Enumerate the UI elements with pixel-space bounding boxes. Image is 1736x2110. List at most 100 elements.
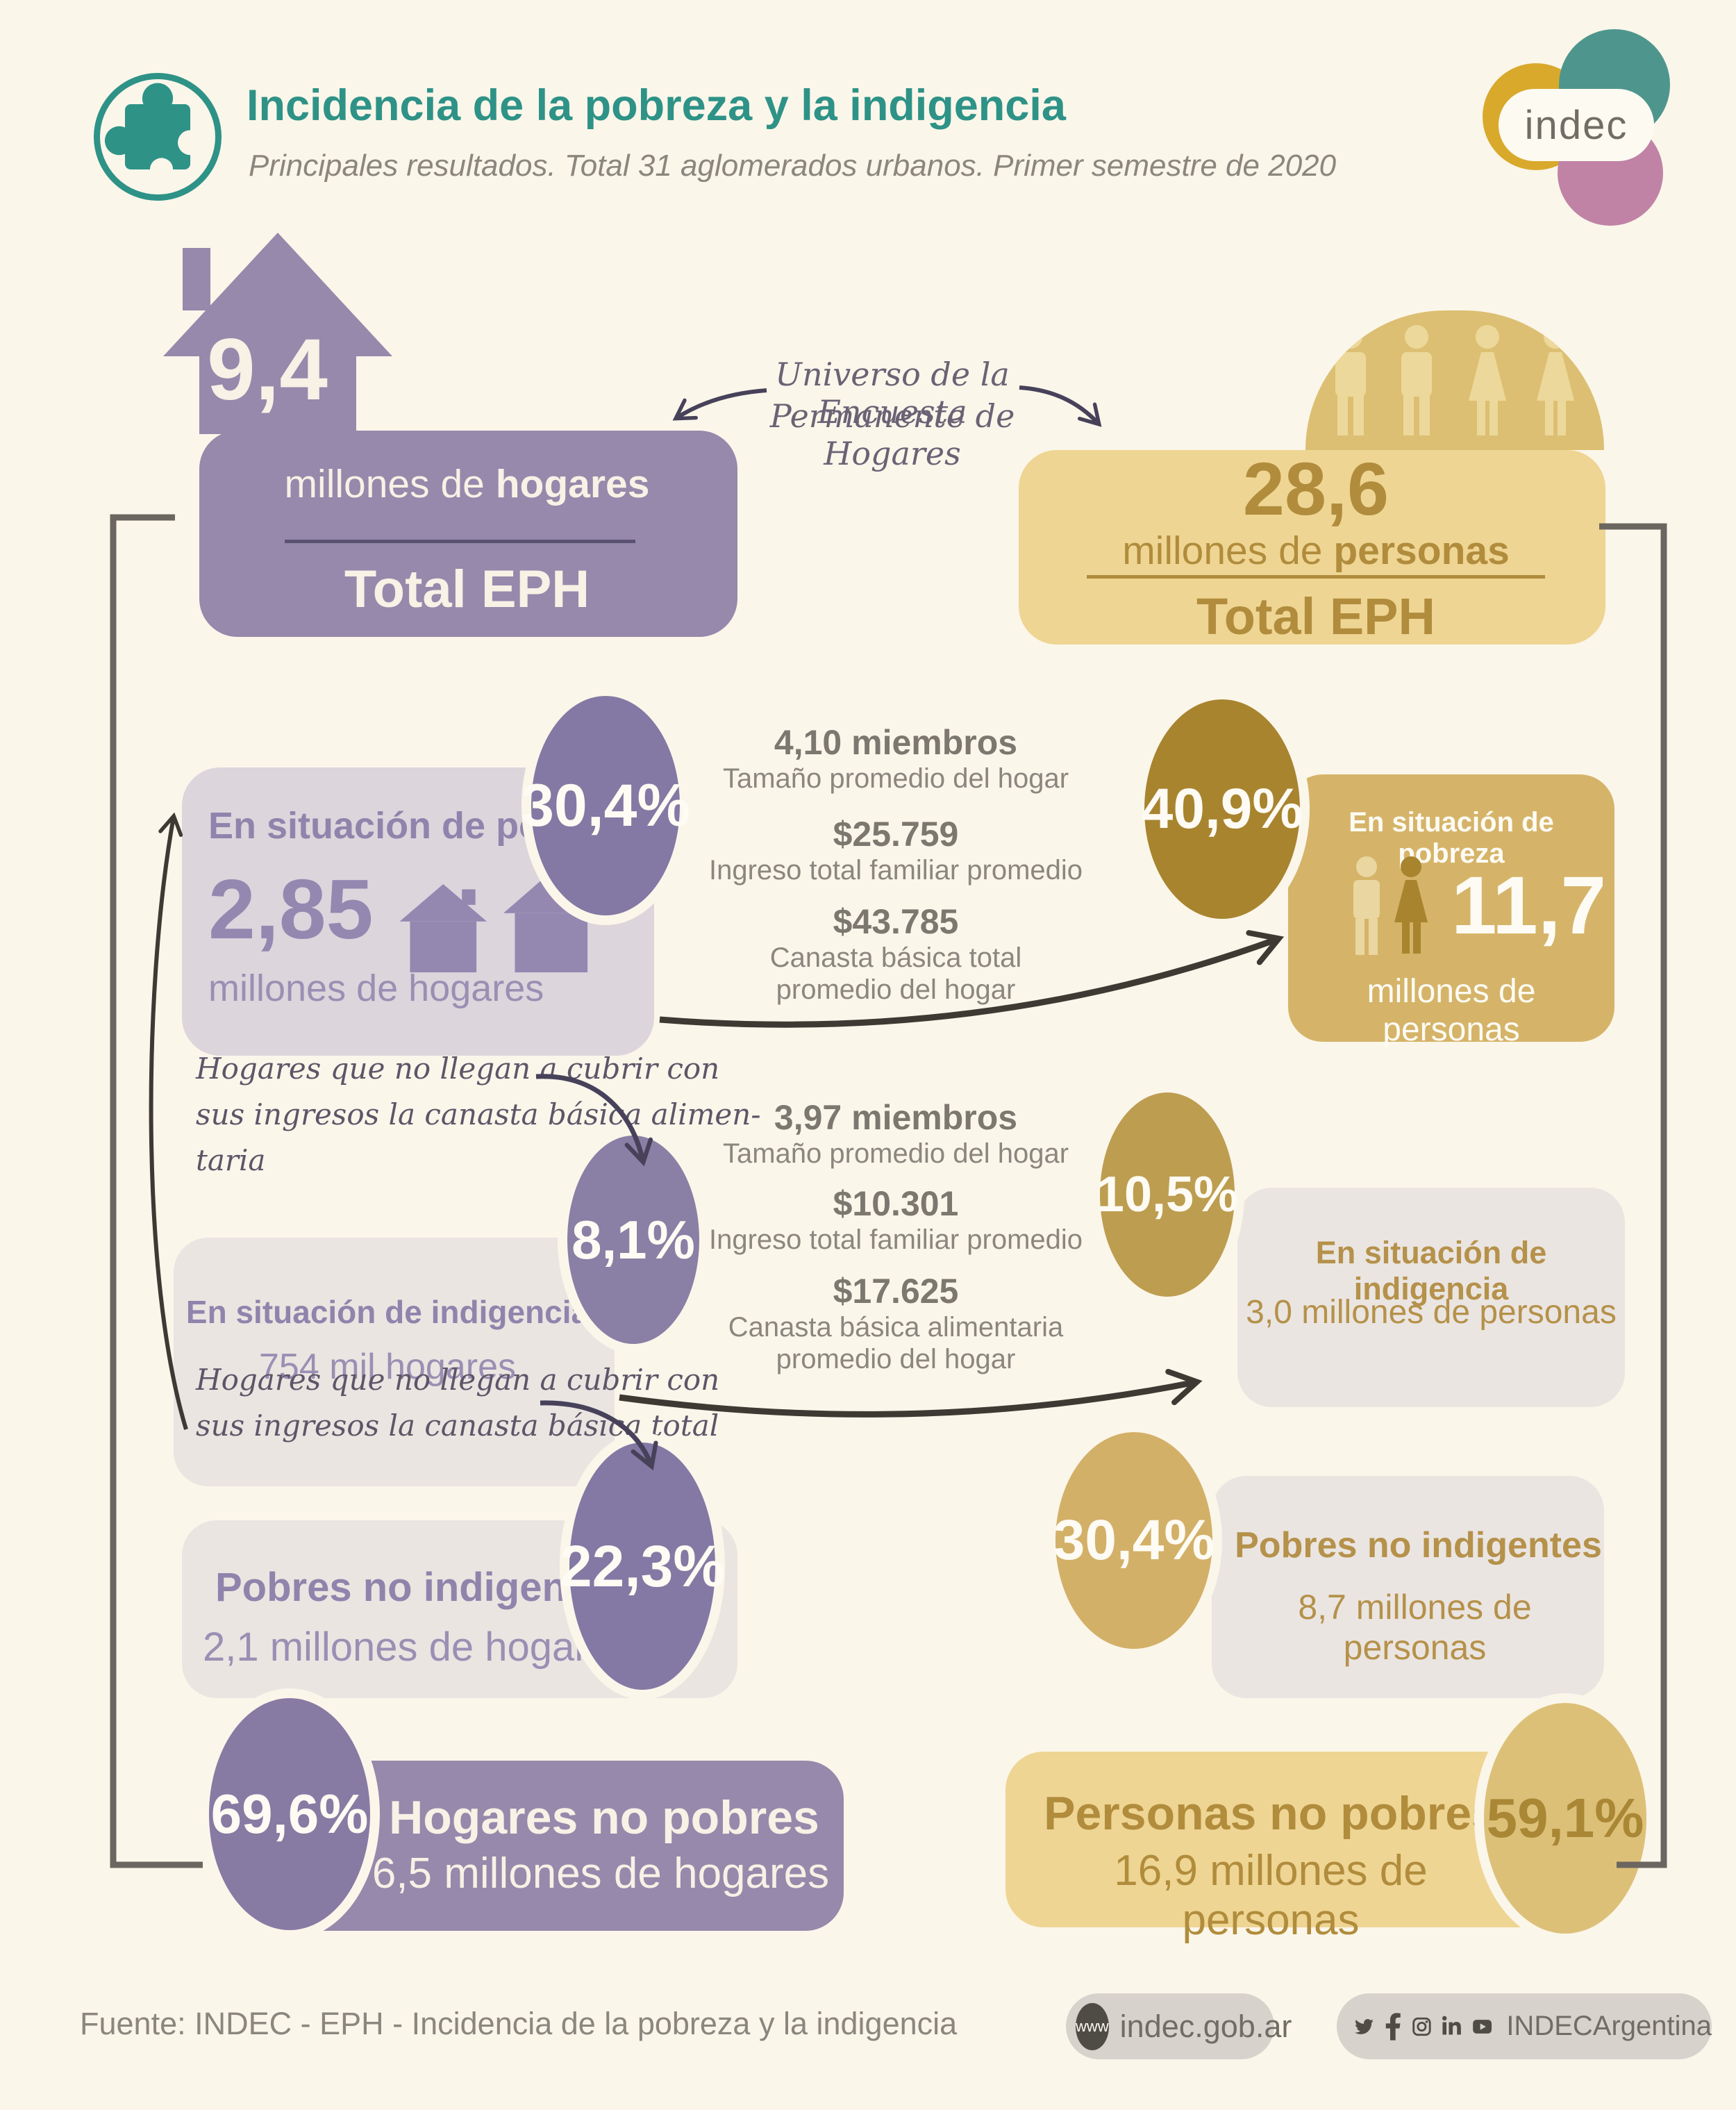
indigence-persons-title: En situación de indigencia bbox=[1315, 1235, 1547, 1306]
poor-not-indigent-persons-box bbox=[1212, 1476, 1604, 1698]
poor-not-indigent-persons-pct-badge: 30,4% bbox=[1046, 1422, 1222, 1659]
poor-not-indigent-persons-value: 8,7 millones de personas bbox=[1298, 1588, 1532, 1667]
total-persons-divider bbox=[1087, 575, 1545, 579]
logo-pill: indec bbox=[1499, 89, 1654, 161]
poor-not-indigent-households-pct-badge: 22,3% bbox=[560, 1433, 725, 1700]
unit-prefix: millones de bbox=[284, 462, 496, 506]
logo-text: indec bbox=[1524, 102, 1628, 148]
universe-note-line1: Universo de la Encuesta bbox=[775, 356, 1010, 431]
total-households-unit: millones de hogares bbox=[208, 461, 726, 507]
pct-value: 10,5% bbox=[1096, 1167, 1239, 1222]
indec-logo: indec bbox=[1458, 21, 1722, 243]
poor-not-indigent-households-title: Pobres no indigentes bbox=[215, 1565, 625, 1610]
poor-not-indigent-note-line1: Hogares que no llegan a cubrir con bbox=[196, 1363, 720, 1397]
indigence-households-title: En situación de indigencia bbox=[185, 1294, 590, 1330]
total-persons-box bbox=[1019, 450, 1605, 645]
total-persons-label: Total EPH bbox=[1196, 588, 1435, 645]
persons-dome bbox=[1305, 310, 1604, 450]
pct-value: 30,4% bbox=[521, 772, 690, 839]
puzzle-badge bbox=[94, 73, 222, 201]
stat-label: Ingreso total familiar promedio bbox=[708, 855, 1083, 886]
pct-value: 8,1% bbox=[571, 1209, 695, 1270]
poverty-persons-pct-badge: 40,9% bbox=[1135, 690, 1310, 929]
facebook-icon[interactable] bbox=[1385, 2011, 1402, 2043]
pct-value: 59,1% bbox=[1486, 1787, 1644, 1849]
stat-label: Tamaño promedio del hogar bbox=[722, 763, 1069, 794]
indigence-households-pct-badge: 8,1% bbox=[558, 1126, 709, 1354]
unit-prefix: millones de bbox=[1122, 529, 1334, 573]
houses-pair-icon bbox=[399, 872, 599, 972]
instagram-icon[interactable] bbox=[1412, 2011, 1431, 2043]
unit-bold: hogares bbox=[495, 462, 650, 506]
stat-label: promedio del hogar bbox=[776, 1344, 1016, 1374]
indigence-stat-income: $10.301 Ingreso total familiar promedio bbox=[687, 1183, 1104, 1256]
pct-value: 22,3% bbox=[559, 1534, 726, 1599]
pct-value: 30,4% bbox=[1053, 1509, 1215, 1572]
stat-label: Canasta básica total bbox=[769, 942, 1022, 973]
poverty-persons-unit: millones de personas bbox=[1367, 973, 1536, 1048]
poverty-persons-box bbox=[1288, 774, 1614, 1042]
poverty-households-value: 2,85 bbox=[208, 862, 374, 956]
indigence-persons-value: 3,0 millones de personas bbox=[1246, 1294, 1617, 1331]
www-icon: www bbox=[1076, 2002, 1109, 2050]
stat-label: Canasta básica alimentaria bbox=[728, 1312, 1064, 1343]
poverty-persons-value: 11,7 bbox=[1451, 860, 1607, 952]
website-badge[interactable]: www indec.gob.ar bbox=[1066, 1993, 1292, 2059]
total-households-label: Total EPH bbox=[344, 560, 590, 619]
twitter-icon[interactable] bbox=[1355, 2011, 1374, 2043]
linkedin-icon[interactable] bbox=[1442, 2011, 1462, 2043]
house-icon-large bbox=[163, 233, 392, 434]
stat-label: Ingreso total familiar promedio bbox=[708, 1224, 1083, 1255]
poverty-stat-size: 4,10 miembros Tamaño promedio del hogar bbox=[687, 722, 1104, 795]
indigence-persons-pct-badge: 10,5% bbox=[1090, 1083, 1244, 1306]
stat-value: $17.625 bbox=[833, 1272, 959, 1311]
indigence-note-line2: sus ingresos la canasta básica alimen- bbox=[196, 1097, 761, 1131]
universe-note-line2: Permanente de Hogares bbox=[769, 397, 1015, 472]
pct-value: 40,9% bbox=[1141, 777, 1303, 840]
total-households-box bbox=[199, 431, 737, 637]
total-persons-unit: millones de personas bbox=[1042, 528, 1590, 574]
website-url: indec.gob.ar bbox=[1119, 2008, 1292, 2044]
indigence-stat-size: 3,97 miembros Tamaño promedio del hogar bbox=[687, 1097, 1104, 1170]
stat-value: $10.301 bbox=[833, 1184, 959, 1223]
page-title: Incidencia de la pobreza y la indigencia bbox=[247, 81, 1066, 130]
poverty-households-unit: millones de hogares bbox=[208, 967, 544, 1009]
indigence-households-value: 754 mil hogares bbox=[259, 1347, 516, 1387]
unit-bold: personas bbox=[1333, 529, 1510, 573]
stat-label: Tamaño promedio del hogar bbox=[722, 1138, 1069, 1169]
pct-value: 69,6% bbox=[210, 1783, 369, 1845]
indigence-note-line3: taria bbox=[196, 1143, 266, 1177]
stat-label: promedio del hogar bbox=[776, 974, 1016, 1005]
not-poor-households-pct-badge: 69,6% bbox=[199, 1688, 380, 1940]
stat-value: $25.759 bbox=[833, 815, 959, 854]
not-poor-persons-title: Personas no pobres bbox=[1044, 1787, 1498, 1840]
page-subtitle: Principales resultados. Total 31 aglomer… bbox=[249, 149, 1337, 183]
not-poor-households-value: 6,5 millones de hogares bbox=[372, 1850, 830, 1897]
poor-not-indigent-persons-title: Pobres no indigentes bbox=[1235, 1525, 1602, 1565]
source-note: Fuente: INDEC - EPH - Incidencia de la p… bbox=[80, 2006, 958, 2041]
people-group-icon bbox=[1335, 325, 1574, 435]
not-poor-persons-pct-badge: 59,1% bbox=[1474, 1693, 1656, 1943]
indigence-stat-basket: $17.625 Canasta básica alimentaria prome… bbox=[687, 1271, 1104, 1375]
not-poor-households-title: Hogares no pobres bbox=[389, 1791, 819, 1844]
social-badge[interactable]: INDECArgentina bbox=[1337, 1993, 1712, 2059]
poverty-households-pct-badge: 30,4% bbox=[521, 686, 690, 925]
not-poor-persons-value: 16,9 millones de personas bbox=[1114, 1847, 1428, 1944]
puzzle-icon bbox=[104, 83, 203, 181]
www-label: www bbox=[1076, 2017, 1109, 2035]
total-households-value: 9,4 bbox=[207, 322, 328, 418]
indigence-note-line1: Hogares que no llegan a cubrir con bbox=[196, 1052, 720, 1086]
total-persons-value: 28,6 bbox=[1242, 447, 1389, 531]
social-handle: INDECArgentina bbox=[1506, 2011, 1712, 2041]
persons-pair-icon bbox=[1353, 856, 1428, 955]
poverty-stat-basket: $43.785 Canasta básica total promedio de… bbox=[687, 902, 1104, 1006]
stat-value: 4,10 miembros bbox=[774, 723, 1018, 762]
stat-value: 3,97 miembros bbox=[774, 1098, 1018, 1137]
poor-not-indigent-households-value: 2,1 millones de hogares bbox=[203, 1625, 631, 1670]
total-households-divider bbox=[285, 540, 635, 543]
indigence-persons-box bbox=[1237, 1188, 1625, 1407]
youtube-icon[interactable] bbox=[1472, 2011, 1492, 2043]
stat-value: $43.785 bbox=[833, 902, 959, 941]
poverty-stat-income: $25.759 Ingreso total familiar promedio bbox=[687, 814, 1104, 886]
